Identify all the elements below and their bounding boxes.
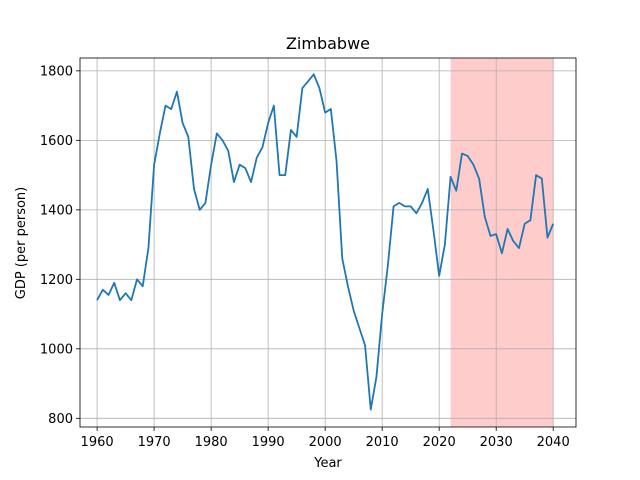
y-tick-label: 1600 xyxy=(40,134,73,149)
x-axis-label: Year xyxy=(313,456,342,471)
x-tick-label: 2030 xyxy=(480,435,513,450)
plot-area: 1960 1970 1980 1990 2000 2010 2020 2030 2040 800 1… xyxy=(40,57,577,450)
x-tick-label: 1960 xyxy=(81,435,114,450)
x-tick-label: 2020 xyxy=(423,435,456,450)
y-tick-label: 1800 xyxy=(40,64,73,79)
x-tick-label: 1970 xyxy=(138,435,171,450)
x-tick-label: 1980 xyxy=(195,435,228,450)
y-tick-label: 1400 xyxy=(40,203,73,218)
x-tick-label: 2010 xyxy=(366,435,399,450)
y-tick-label: 1000 xyxy=(40,342,73,357)
chart-title: Zimbabwe xyxy=(286,34,370,53)
x-tick-label: 2000 xyxy=(309,435,342,450)
y-axis-label: GDP (per person) xyxy=(14,187,29,300)
y-tick-label: 800 xyxy=(48,412,73,427)
axes-frame xyxy=(79,57,577,428)
x-tick-label: 2040 xyxy=(537,435,570,450)
series-line xyxy=(96,73,555,411)
y-tick-label: 1200 xyxy=(40,273,73,288)
x-tick-label: 1990 xyxy=(252,435,285,450)
shaded-region xyxy=(450,58,554,427)
